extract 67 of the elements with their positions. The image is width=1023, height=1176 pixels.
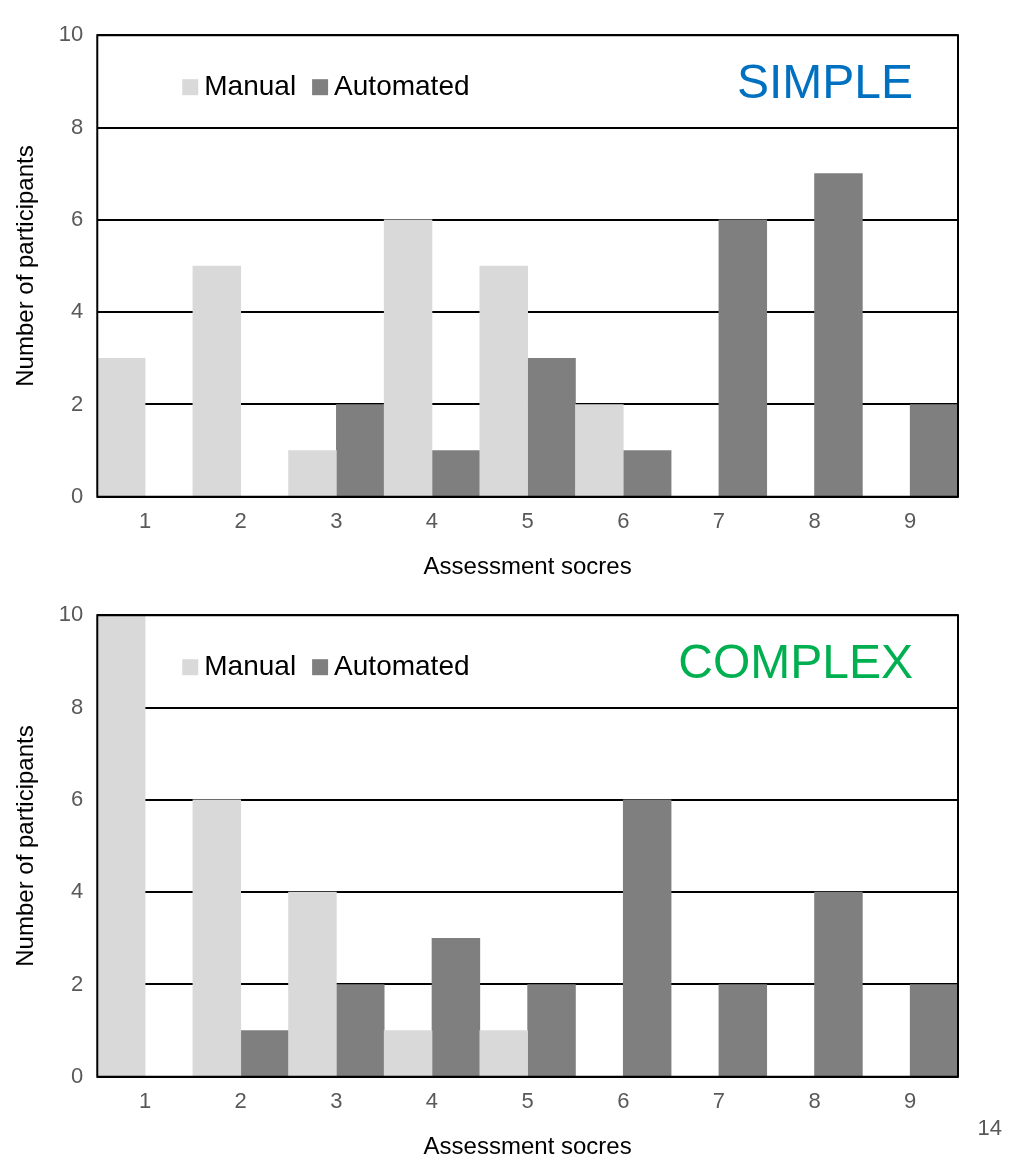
y-tick-label: 0 bbox=[71, 1062, 84, 1088]
bar bbox=[622, 799, 672, 1077]
text: 14 bbox=[977, 1114, 1002, 1140]
bar bbox=[575, 404, 624, 497]
legend-label: Automated bbox=[334, 69, 470, 101]
bar bbox=[192, 799, 242, 1077]
y-tick-label: 10 bbox=[58, 601, 84, 627]
x-tick-label: 1 bbox=[138, 1088, 152, 1114]
y-tick-label: 8 bbox=[71, 693, 84, 719]
bar bbox=[909, 404, 958, 497]
bar bbox=[336, 404, 385, 497]
bar bbox=[479, 1030, 528, 1077]
bar bbox=[718, 984, 768, 1077]
bar bbox=[527, 984, 576, 1077]
x-tick-label: 9 bbox=[904, 1088, 917, 1114]
chart-title: COMPLEX bbox=[678, 635, 913, 689]
bar bbox=[718, 219, 768, 497]
bar bbox=[383, 1030, 433, 1077]
y-tick-label: 2 bbox=[71, 970, 84, 996]
y-tick-label: 4 bbox=[71, 878, 84, 904]
x-tick-label: 3 bbox=[330, 1088, 343, 1114]
bar bbox=[97, 615, 146, 1077]
bar bbox=[240, 1030, 289, 1077]
bar bbox=[97, 357, 146, 497]
x-tick-label: 4 bbox=[425, 508, 439, 534]
x-tick-label: 2 bbox=[234, 508, 247, 534]
y-tick-label: 0 bbox=[71, 482, 84, 508]
x-tick-label: 4 bbox=[425, 1088, 439, 1114]
x-tick-label: 2 bbox=[234, 1088, 247, 1114]
bar bbox=[814, 891, 863, 1077]
bar bbox=[622, 450, 672, 497]
bar bbox=[336, 984, 385, 1077]
x-axis-title: Assessment socres bbox=[423, 552, 632, 580]
legend-label: Automated bbox=[334, 649, 470, 681]
x-tick-label: 6 bbox=[617, 508, 630, 534]
bar bbox=[288, 891, 337, 1077]
x-tick-label: 9 bbox=[904, 508, 917, 534]
chart-title: SIMPLE bbox=[736, 55, 913, 109]
bar bbox=[814, 173, 863, 497]
bar bbox=[192, 265, 242, 497]
y-tick-label: 10 bbox=[58, 21, 84, 47]
x-tick-label: 5 bbox=[521, 508, 534, 534]
bar bbox=[479, 265, 528, 497]
x-tick-label: 3 bbox=[330, 508, 343, 534]
bar bbox=[431, 450, 481, 497]
y-tick-label: 6 bbox=[71, 785, 84, 811]
y-tick-label: 4 bbox=[71, 298, 84, 324]
x-axis-title: Assessment socres bbox=[423, 1132, 632, 1160]
x-tick-label: 7 bbox=[712, 508, 726, 534]
x-tick-label: 8 bbox=[808, 508, 821, 534]
x-tick-label: 7 bbox=[712, 1088, 726, 1114]
bar bbox=[909, 984, 958, 1077]
y-axis-title: Number of participants bbox=[11, 725, 39, 967]
bar bbox=[527, 357, 576, 497]
y-tick-label: 6 bbox=[71, 205, 84, 231]
bar bbox=[288, 450, 337, 497]
y-tick-label: 2 bbox=[71, 390, 84, 416]
x-tick-label: 5 bbox=[521, 1088, 534, 1114]
x-tick-label: 1 bbox=[138, 508, 152, 534]
x-tick-label: 6 bbox=[617, 1088, 630, 1114]
legend-label: Manual bbox=[204, 69, 297, 101]
y-axis-title: Number of participants bbox=[11, 145, 39, 387]
bar bbox=[383, 219, 433, 497]
x-tick-label: 8 bbox=[808, 1088, 821, 1114]
legend-label: Manual bbox=[204, 649, 297, 681]
bar bbox=[431, 937, 481, 1077]
y-tick-label: 8 bbox=[71, 113, 84, 139]
